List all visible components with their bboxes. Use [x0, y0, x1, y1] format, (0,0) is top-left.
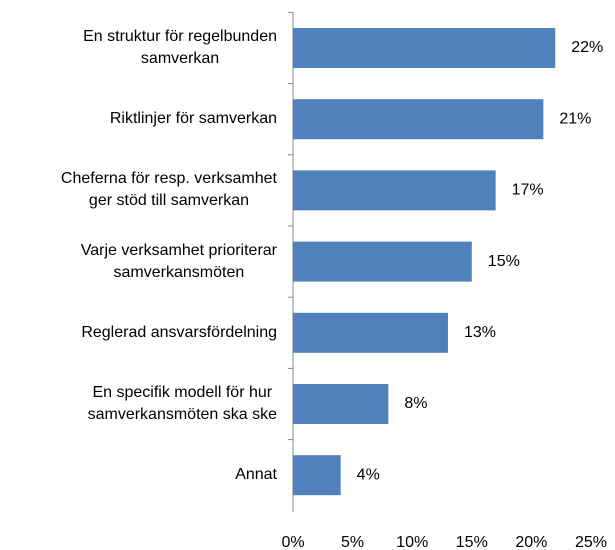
bar: [293, 312, 448, 353]
x-tick-label: 15%: [456, 534, 488, 550]
x-tick-label: 5%: [341, 534, 364, 550]
category-label: Varje verksamhet prioriterar samverkansm…: [80, 241, 277, 281]
category-label: Annat: [235, 466, 277, 484]
data-label: 8%: [404, 395, 427, 412]
data-label: 17%: [512, 182, 544, 199]
bar: [293, 455, 341, 496]
category-label: En struktur för regelbunden samverkan: [83, 28, 277, 67]
data-label: 13%: [464, 324, 496, 341]
data-label: 22%: [571, 39, 603, 56]
bar: [293, 170, 496, 211]
x-tick-label: 25%: [575, 534, 607, 550]
category-label: Cheferna för resp. verksamhet ger stöd t…: [60, 170, 277, 210]
x-tick-label: 20%: [515, 534, 547, 550]
bar: [293, 28, 556, 68]
x-tick-label: 10%: [396, 534, 428, 550]
category-label: En specifik modell för hur samverkansmöt…: [87, 384, 277, 423]
x-tick-label: 0%: [281, 534, 304, 550]
data-label: 21%: [559, 110, 591, 127]
data-label: 15%: [488, 253, 520, 270]
data-label: 4%: [357, 466, 380, 483]
category-label: Reglerad ansvarsfördelning: [81, 323, 277, 341]
bar: [293, 241, 472, 282]
category-label: Riktlinjer för samverkan: [109, 110, 277, 128]
bar: [293, 99, 544, 140]
bar: [293, 384, 389, 424]
